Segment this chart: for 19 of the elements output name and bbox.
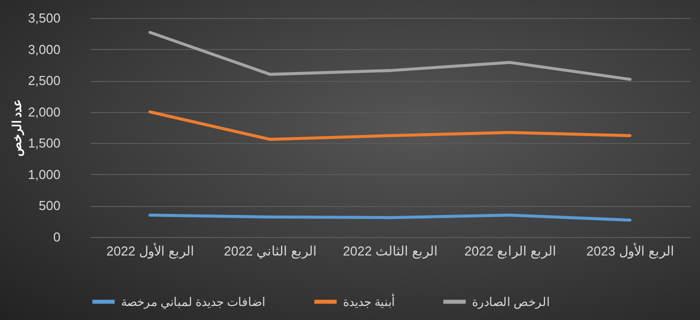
y-tick-label: 1,000 <box>28 166 60 182</box>
x-tick-label: الربع الثاني 2022 <box>224 244 318 260</box>
y-tick-label: 2,500 <box>28 73 60 88</box>
legend-label: أبنية جديدة <box>343 294 394 309</box>
x-tick-label: الربع الرابع 2022 <box>464 244 557 260</box>
y-tick-label: 0 <box>53 230 60 244</box>
y-tick-label: 2,000 <box>28 104 60 120</box>
y-axis-title: عدد الرخص <box>10 99 25 157</box>
x-tick-label: الربع الثالث 2022 <box>342 244 438 260</box>
y-tick-label: 3,000 <box>28 42 60 57</box>
x-tick-label: الربع الأول 2022 <box>106 242 195 260</box>
y-tick-label: 500 <box>38 198 60 214</box>
x-tick-label: الربع الأول 2023 <box>586 242 675 260</box>
y-tick-label: 1,500 <box>28 136 60 151</box>
line-series <box>148 30 632 81</box>
line-series <box>148 110 632 141</box>
legend-label: الرخص الصادرة <box>472 294 550 309</box>
y-tick-label: 3,500 <box>28 10 60 26</box>
legend-label: اضافات جديدة لمباني مرخصة <box>121 294 266 309</box>
